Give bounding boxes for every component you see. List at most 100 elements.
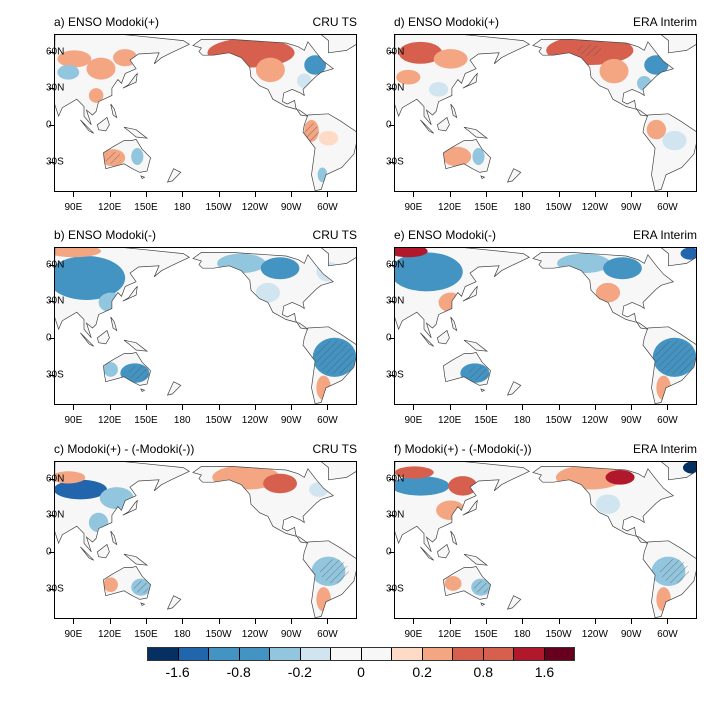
lon-tick [109, 405, 111, 410]
land-fill [395, 462, 696, 618]
lon-tick [558, 619, 560, 624]
lon-tick [182, 405, 184, 410]
significance-hatching [104, 151, 122, 164]
colorbar-label: 0.8 [473, 664, 494, 680]
lon-tick [218, 619, 220, 624]
map-panel-b: b) ENSO Modoki(-)CRU TS60N30N030S90E120E… [46, 228, 357, 426]
anomaly-region [605, 470, 635, 485]
anomaly-region [304, 55, 327, 75]
lon-tick-label: 90E [404, 629, 423, 640]
colorbar-swatch [514, 648, 545, 660]
lat-tick [389, 478, 394, 480]
lon-tick [594, 619, 596, 624]
lon-tick [558, 405, 560, 410]
lon-tick [667, 405, 669, 410]
lon-tick [218, 192, 220, 197]
lat-tick [389, 264, 394, 266]
lon-tick-label: 120W [241, 415, 268, 426]
colorbar-label: -0.8 [226, 664, 251, 680]
lon-tick [558, 192, 560, 197]
coastline [55, 462, 356, 618]
lon-tick-label: 150W [205, 629, 232, 640]
panel-title: f) Modoki(+) - (-Modoki(-)) [394, 442, 532, 456]
map-panel-f: f) Modoki(+) - (-Modoki(-)) ERA Interim 60… [386, 442, 697, 640]
colorbar-swatch [453, 648, 484, 660]
anomaly-region [656, 587, 671, 612]
lon-tick-label: 120E [437, 202, 462, 213]
lat-tick [389, 515, 394, 517]
anomaly-region [595, 494, 621, 514]
anomaly-region [557, 253, 611, 274]
colorbar-label: 0.2 [412, 664, 432, 680]
lon-tick-label: 150W [205, 415, 232, 426]
coastline [55, 248, 356, 404]
anomaly-region [433, 49, 468, 69]
coastline [395, 462, 696, 618]
lon-tick [413, 405, 415, 410]
lon-tick [522, 619, 524, 624]
significance-hatching [128, 365, 149, 381]
lon-tick-label: 150E [474, 415, 498, 426]
map-plot-area [54, 461, 357, 619]
anomaly-region [395, 252, 463, 292]
coastline [395, 248, 696, 404]
land-fill [55, 462, 356, 618]
anomaly-region [398, 41, 443, 64]
anomaly-region [297, 73, 312, 89]
lon-tick-label: 90E [404, 202, 423, 213]
anomaly-region [103, 577, 118, 593]
lon-tick-label: 120W [241, 202, 268, 213]
anomaly-map [55, 462, 356, 618]
anomaly-region [131, 147, 144, 166]
lon-tick-label: 90W [620, 415, 642, 426]
lon-tick-label: 60W [317, 202, 338, 213]
lat-tick [389, 338, 394, 339]
anomaly-region [428, 82, 449, 97]
lon-tick-label: 150E [474, 202, 498, 213]
lat-tick [389, 161, 394, 163]
anomaly-region [396, 69, 421, 85]
map-plot-area [394, 461, 697, 619]
map-panel-d: d) ENSO Modoki(+)ERA Interim60N30N030S90… [386, 15, 697, 213]
anomaly-region [318, 130, 339, 146]
lon-tick-label: 90E [64, 629, 83, 640]
lon-tick [182, 192, 184, 197]
lon-tick-label: 180 [173, 415, 191, 426]
panel-title: c) Modoki(+) - (-Modoki(-)) [54, 442, 195, 456]
anomaly-map [55, 248, 356, 404]
anomaly-region [55, 248, 101, 258]
panel-title: a) ENSO Modoki(+) [54, 15, 160, 29]
colorbar [147, 647, 575, 661]
anomaly-region [656, 375, 671, 400]
lon-tick [291, 619, 293, 624]
anomaly-region [255, 282, 281, 303]
lon-tick-label: 120E [97, 202, 122, 213]
lon-tick [73, 192, 75, 197]
map-plot-area [394, 34, 697, 192]
map-plot-area [54, 247, 357, 405]
lat-tick [49, 88, 54, 90]
lon-tick [485, 192, 487, 197]
lat-tick [49, 161, 54, 163]
anomaly-region [395, 466, 434, 479]
coastline [55, 35, 356, 191]
anomaly-shading [57, 38, 339, 183]
anomaly-region [263, 473, 297, 494]
lon-tick [254, 192, 256, 197]
lon-tick-label: 90E [64, 202, 83, 213]
panel-dataset-label: CRU TS [312, 228, 357, 242]
lon-tick-label: 90W [280, 415, 302, 426]
lon-tick-label: 180 [513, 202, 531, 213]
lon-tick [327, 619, 329, 624]
lon-tick-label: 90E [64, 415, 83, 426]
lon-tick [73, 619, 75, 624]
lon-tick-label: 90W [280, 629, 302, 640]
lon-tick-label: 150W [205, 202, 232, 213]
anomaly-region [646, 119, 667, 140]
anomaly-region [644, 55, 669, 75]
lon-tick [254, 619, 256, 624]
panel-dataset-label: ERA Interim [632, 228, 697, 242]
lon-tick-label: 60W [657, 202, 678, 213]
panel-dataset-label: ERA Interim [632, 442, 697, 456]
anomaly-region [444, 576, 462, 591]
